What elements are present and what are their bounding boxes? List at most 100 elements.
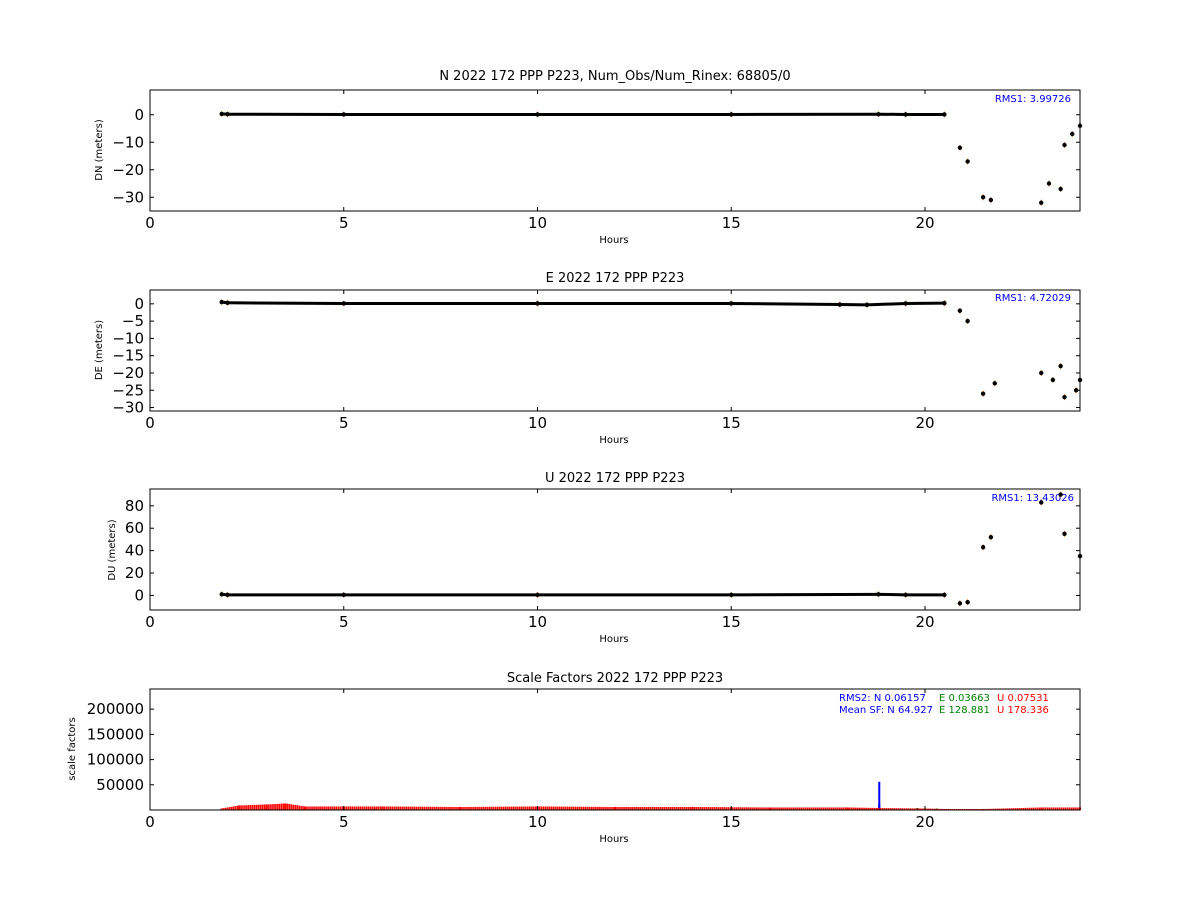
sf-bar-u xyxy=(895,808,898,810)
sf-bar-u xyxy=(558,806,561,810)
sf-bar-u xyxy=(810,807,813,810)
sf-bar-u xyxy=(749,807,751,810)
sf-bar-u xyxy=(777,807,779,810)
x-tick-label: 20 xyxy=(915,414,934,432)
sf-bar-u xyxy=(1018,808,1021,810)
sf-bar-u xyxy=(449,806,451,810)
x-tick-label: 0 xyxy=(145,613,155,631)
panel-u-ylabel: DU (meters) xyxy=(107,519,118,580)
x-tick-label: 10 xyxy=(528,613,547,631)
sf-bar-u xyxy=(259,804,262,810)
sf-bar-u xyxy=(538,806,541,810)
panel-sf-title: Scale Factors 2022 172 PPP P223 xyxy=(507,671,723,686)
sf-bar-u xyxy=(994,808,996,810)
panel-sf-xlabel: Hours xyxy=(599,834,628,845)
sf-bar-u xyxy=(1012,808,1014,810)
sf-bar-u xyxy=(542,806,545,810)
sf-bar-u xyxy=(445,806,447,810)
sf-bar-u xyxy=(751,807,753,810)
sf-bar-u xyxy=(238,805,240,810)
panel-e-title: E 2022 172 PPP P223 xyxy=(546,271,685,286)
sf-bar-u xyxy=(856,807,858,810)
sf-mean-n: Mean SF: N 64.927 xyxy=(839,705,933,716)
sf-bar-u xyxy=(251,804,254,810)
sf-bar-u xyxy=(494,806,497,810)
sf-bar-u xyxy=(604,806,606,810)
sf-bar-u xyxy=(481,806,483,810)
sf-bar-u xyxy=(373,806,376,810)
sf-bar-u xyxy=(588,806,590,810)
sf-bar-u xyxy=(840,807,843,810)
sf-bar-u xyxy=(471,806,473,810)
sf-bar-u xyxy=(409,806,412,810)
sf-bar-u xyxy=(879,808,882,810)
sf-bar-u xyxy=(510,806,513,810)
sf-bar-u xyxy=(520,806,523,810)
sf-bar-u xyxy=(447,806,449,810)
sf-bar-u xyxy=(220,808,223,810)
sf-bar-u xyxy=(636,806,638,810)
sf-bar-u xyxy=(693,806,696,810)
sf-bar-u xyxy=(903,808,906,810)
series-line xyxy=(878,592,906,597)
data-point xyxy=(988,197,994,203)
sf-bar-u xyxy=(655,806,658,810)
sf-bar-u xyxy=(918,808,920,810)
sf-bar-u xyxy=(779,807,781,810)
sf-bar-u xyxy=(273,804,275,810)
sf-bar-u xyxy=(653,806,656,810)
sf-bar-u xyxy=(298,805,300,810)
sf-bar-u xyxy=(1032,807,1035,810)
panel-u-axes: 0 5 10 15 20 80 60 40 20 0 xyxy=(125,489,1080,631)
sf-rms2-e: E 0.03663 xyxy=(939,693,990,704)
panel-n-rms: RMS1: 3.99726 xyxy=(995,94,1071,105)
sf-bar-u xyxy=(933,808,936,810)
panel-u-xlabel: Hours xyxy=(599,634,628,645)
sf-bar-u xyxy=(647,806,650,810)
sf-bar-u xyxy=(1028,807,1031,810)
panel-e-xlabel: Hours xyxy=(599,435,628,446)
data-point xyxy=(957,145,963,150)
sf-bar-u xyxy=(576,806,579,810)
sf-bar-u xyxy=(532,806,535,810)
x-tick-label: 5 xyxy=(339,414,349,432)
data-point xyxy=(1058,492,1063,497)
sf-bar-u xyxy=(763,807,765,810)
sf-bar-u xyxy=(820,807,823,810)
sf-rms2-n: RMS2: N 0.06157 xyxy=(839,693,926,704)
sf-bar-u xyxy=(1066,807,1069,810)
sf-bar-u xyxy=(383,806,386,810)
sf-bar-u xyxy=(334,806,336,810)
sf-bar-u xyxy=(267,804,269,810)
sf-bar-u xyxy=(687,806,690,810)
sf-bar-u xyxy=(922,808,924,810)
y-tick-label: 60 xyxy=(125,519,144,537)
sf-bar-u xyxy=(433,806,435,810)
x-tick-label: 10 xyxy=(528,214,547,232)
sf-bar-u xyxy=(314,806,316,810)
sf-bar-u xyxy=(972,808,974,810)
sf-bar-u xyxy=(618,806,620,810)
series-line xyxy=(866,301,906,307)
sf-bar-u xyxy=(733,807,736,810)
sf-bar-u xyxy=(976,808,978,810)
sf-bar-u xyxy=(984,808,986,810)
sf-bar-u xyxy=(848,807,851,810)
sf-bar-u xyxy=(1077,807,1079,810)
sf-bar-u xyxy=(371,806,374,810)
sf-bar-u xyxy=(249,805,252,810)
sf-bar-u xyxy=(1010,808,1012,810)
sf-bar-u xyxy=(427,806,430,810)
sf-bar-u xyxy=(1058,807,1061,810)
sf-bar-u xyxy=(747,807,749,810)
sf-bar-u xyxy=(931,808,934,810)
data-point xyxy=(980,195,986,200)
sf-bar-u xyxy=(885,808,888,810)
sf-bar-u xyxy=(893,808,896,810)
sf-bar-u xyxy=(1036,807,1039,810)
sf-bar-u xyxy=(326,806,328,810)
sf-bar-u xyxy=(419,806,422,810)
sf-bar-u xyxy=(246,805,248,810)
sf-bar-u xyxy=(998,808,1000,810)
panel-e-frame xyxy=(149,289,1081,412)
